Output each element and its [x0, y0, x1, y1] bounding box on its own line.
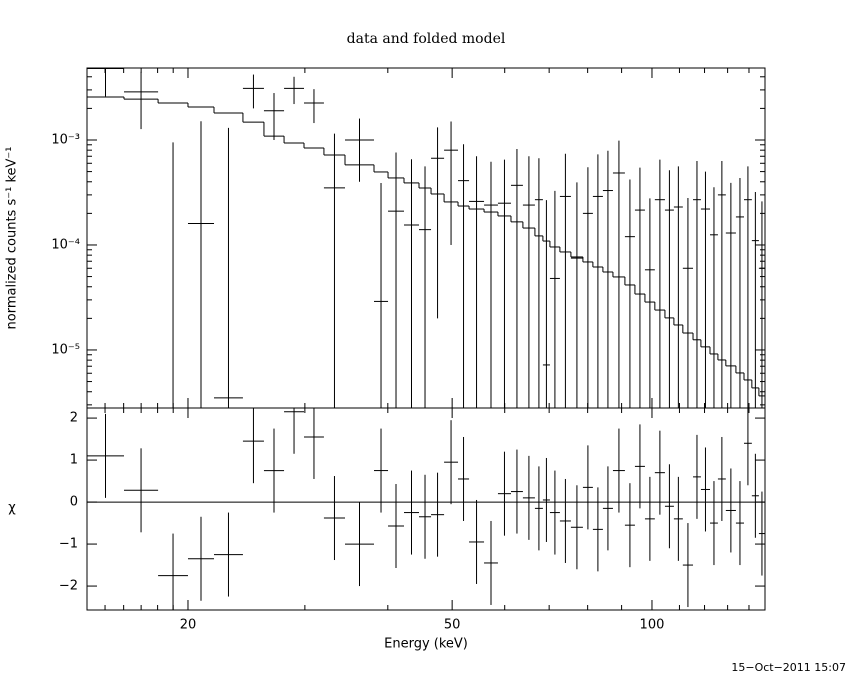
x-tick-label: 50 [444, 618, 461, 633]
y-tick-label: 10⁻³ [51, 132, 80, 147]
y-axis-label: χ [8, 501, 16, 516]
top-plot [87, 68, 765, 408]
bottom-frame [86, 407, 766, 611]
x-axis-label: Energy (keV) [384, 637, 468, 652]
y-tick-label: −2 [59, 579, 78, 594]
y-tick-label: 10⁻⁵ [51, 342, 80, 357]
chart-title: data and folded model [347, 31, 506, 47]
y-tick-label: 1 [70, 453, 78, 468]
y-tick-label: 0 [70, 495, 78, 510]
y-tick-label: −1 [59, 537, 78, 552]
bottom-plot [87, 408, 765, 610]
y-tick-label: 10⁻⁴ [51, 237, 80, 252]
timestamp: 15−Oct−2011 15:07 [731, 661, 846, 674]
axes: 20 50 100 10⁻⁵ 10⁻⁴ 10⁻³ −2 −1 0 1 2 [51, 68, 765, 633]
top-frame [86, 67, 766, 409]
y-axis-label: normalized counts s⁻¹ keV⁻¹ [5, 147, 20, 330]
x-tick-label: 20 [180, 618, 197, 633]
y-tick-label: 2 [70, 411, 78, 426]
x-tick-label: 100 [640, 618, 665, 633]
